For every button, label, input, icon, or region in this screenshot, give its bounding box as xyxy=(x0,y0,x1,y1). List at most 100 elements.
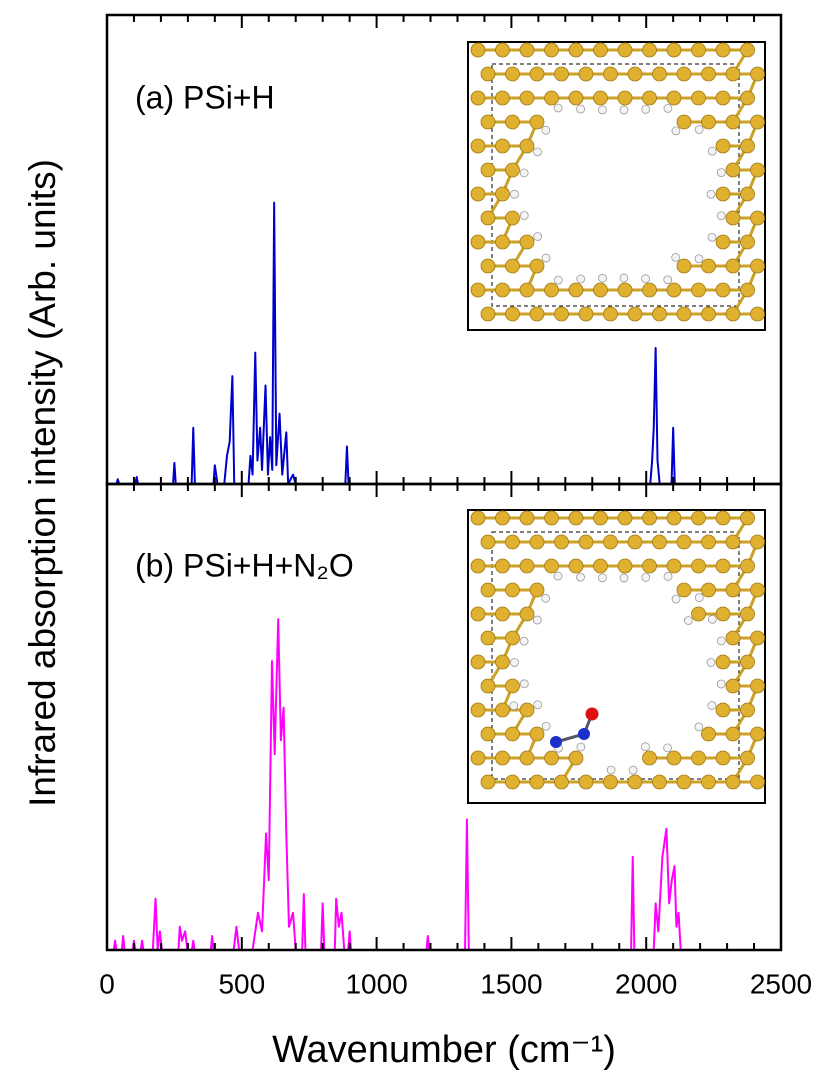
si-atom xyxy=(604,535,618,549)
h-atom xyxy=(620,106,628,114)
si-atom xyxy=(530,67,544,81)
si-atom xyxy=(496,751,510,765)
h-atom xyxy=(554,104,562,112)
si-atom xyxy=(506,115,520,129)
h-atom xyxy=(708,233,716,241)
si-atom xyxy=(692,43,706,57)
si-atom xyxy=(471,655,485,669)
h-atom xyxy=(664,744,672,752)
si-atom xyxy=(545,559,559,573)
page: Infrared absorption intensity (Arb. unit… xyxy=(0,0,827,1092)
si-atom xyxy=(677,583,691,597)
si-atom xyxy=(677,775,691,789)
chart: Infrared absorption intensity (Arb. unit… xyxy=(0,0,827,1092)
h-atom xyxy=(577,275,585,283)
si-atom xyxy=(569,751,583,765)
si-atom xyxy=(726,211,740,225)
si-atom xyxy=(471,235,485,249)
si-atom xyxy=(628,775,642,789)
si-atom xyxy=(481,115,495,129)
h-atom xyxy=(717,680,725,688)
si-atom xyxy=(520,703,534,717)
si-atom xyxy=(716,703,730,717)
si-atom xyxy=(667,283,681,297)
h-atom xyxy=(577,743,585,751)
si-atom xyxy=(520,91,534,105)
x-tick-label: 500 xyxy=(218,968,265,999)
si-atom xyxy=(520,751,534,765)
x-tick-label: 2000 xyxy=(615,968,677,999)
si-atom xyxy=(520,607,534,621)
si-atom xyxy=(741,283,755,297)
si-atom xyxy=(530,259,544,273)
si-atom xyxy=(594,283,608,297)
h-atom xyxy=(599,274,607,282)
si-atom xyxy=(594,43,608,57)
si-atom xyxy=(506,679,520,693)
h-atom xyxy=(598,574,606,582)
h-atom xyxy=(520,680,528,688)
x-tick-label: 2500 xyxy=(750,968,812,999)
si-atom xyxy=(579,307,593,321)
si-atom xyxy=(692,559,706,573)
si-atom xyxy=(471,91,485,105)
h-atom xyxy=(520,212,528,220)
si-atom xyxy=(481,583,495,597)
si-atom xyxy=(692,607,706,621)
si-atom xyxy=(741,703,755,717)
si-atom xyxy=(653,67,667,81)
si-atom xyxy=(716,511,730,525)
si-atom xyxy=(643,43,657,57)
si-atom xyxy=(716,91,730,105)
si-atom xyxy=(496,139,510,153)
si-atom xyxy=(471,43,485,57)
si-atom xyxy=(530,535,544,549)
h-atom xyxy=(629,766,637,774)
si-atom xyxy=(569,559,583,573)
si-atom xyxy=(520,139,534,153)
si-atom xyxy=(643,559,657,573)
si-atom xyxy=(530,115,544,129)
si-atom xyxy=(496,283,510,297)
si-atom xyxy=(594,91,608,105)
si-atom xyxy=(702,115,716,129)
si-atom xyxy=(530,307,544,321)
si-atom xyxy=(481,535,495,549)
si-atom xyxy=(506,307,520,321)
h-atom xyxy=(708,147,716,155)
si-atom xyxy=(506,163,520,177)
si-atom xyxy=(520,43,534,57)
h-atom xyxy=(620,574,628,582)
si-atom xyxy=(481,67,495,81)
si-atom xyxy=(496,559,510,573)
si-atom xyxy=(618,511,632,525)
si-atom xyxy=(579,535,593,549)
si-atom xyxy=(667,43,681,57)
si-atom xyxy=(667,751,681,765)
si-atom xyxy=(545,511,559,525)
x-axis-label: Wavenumber (cm⁻¹) xyxy=(272,1029,616,1071)
h-atom xyxy=(554,572,562,580)
si-atom xyxy=(604,775,618,789)
si-atom xyxy=(569,43,583,57)
si-atom xyxy=(677,307,691,321)
si-atom xyxy=(471,703,485,717)
si-atom xyxy=(677,67,691,81)
h-atom xyxy=(717,637,725,645)
si-atom xyxy=(471,751,485,765)
si-atom xyxy=(751,211,765,225)
si-atom xyxy=(618,283,632,297)
h-atom xyxy=(520,169,528,177)
si-atom xyxy=(692,283,706,297)
h-atom xyxy=(695,723,703,731)
panel-label: (b) PSi+H+N₂O xyxy=(135,547,354,583)
si-atom xyxy=(506,583,520,597)
si-atom xyxy=(741,559,755,573)
y-axis-label: Infrared absorption intensity (Arb. unit… xyxy=(22,159,63,807)
si-atom xyxy=(692,511,706,525)
si-atom xyxy=(618,559,632,573)
si-atom xyxy=(751,727,765,741)
si-atom xyxy=(667,559,681,573)
si-atom xyxy=(726,307,740,321)
h-atom xyxy=(664,572,672,580)
